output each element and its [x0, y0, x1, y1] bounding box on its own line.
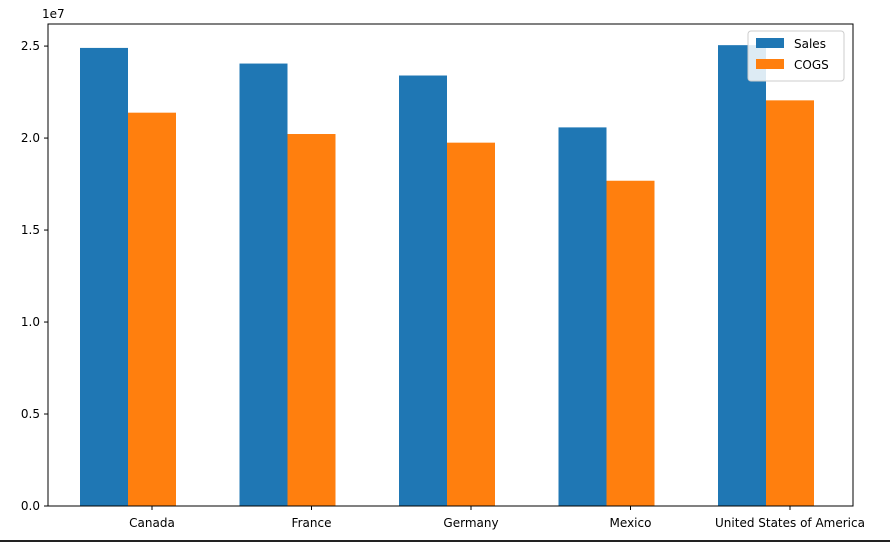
- x-tick-label: Mexico: [610, 516, 652, 530]
- bar-sales-germany: [399, 75, 447, 507]
- legend-label: COGS: [794, 58, 829, 72]
- y-tick-label: 0.0: [21, 499, 40, 513]
- bar-sales-canada: [80, 47, 128, 507]
- y-tick-label: 1.0: [21, 315, 40, 329]
- legend-swatch: [756, 59, 784, 69]
- bar-sales-france: [239, 63, 288, 506]
- bar-cogs-canada: [128, 112, 176, 506]
- y-tick-label: 0.5: [21, 407, 40, 421]
- x-tick-label: Canada: [129, 516, 175, 530]
- x-tick-label: United States of America: [715, 516, 865, 530]
- bar-sales-united-states-of-america: [718, 45, 766, 506]
- plot-frame: [47, 23, 854, 507]
- legend-label: Sales: [794, 37, 826, 51]
- legend-swatch: [756, 38, 784, 48]
- y-axis: 0.0 0.5 1.0 1.5 2.0 2.5: [21, 39, 48, 513]
- bottom-border: [0, 540, 890, 542]
- y-tick-label: 1.5: [21, 223, 40, 237]
- x-tick-label: France: [292, 516, 332, 530]
- x-axis: Canada France Germany Mexico United States o…: [129, 506, 865, 530]
- bar-cogs-france: [287, 134, 336, 506]
- bar-cogs-germany: [447, 142, 495, 506]
- x-tick-label: Germany: [443, 516, 498, 530]
- y-tick-label: 2.0: [21, 131, 40, 145]
- y-tick-label: 2.5: [21, 39, 40, 53]
- y-offset-label: 1e7: [42, 7, 65, 21]
- bars-layer: [80, 45, 814, 507]
- bar-sales-mexico: [558, 127, 607, 506]
- legend: Sales COGS: [747, 30, 845, 82]
- bar-cogs-mexico: [606, 180, 655, 506]
- bar-cogs-united-states-of-america: [766, 100, 814, 507]
